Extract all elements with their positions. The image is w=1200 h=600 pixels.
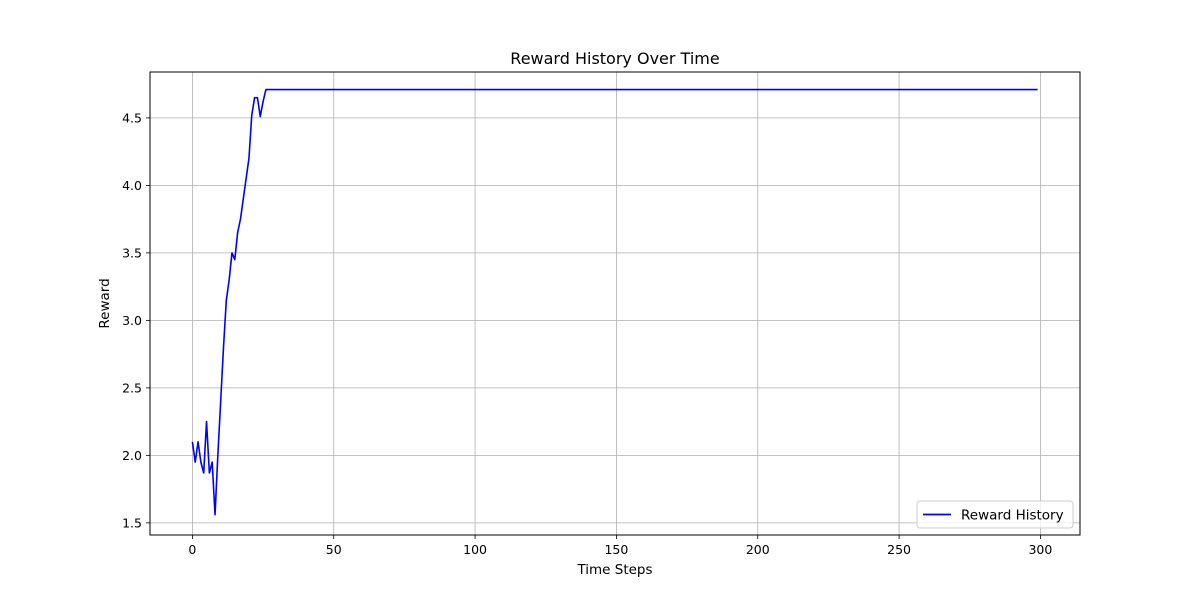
legend: Reward History: [916, 500, 1074, 529]
y-axis-label: Reward: [97, 278, 113, 328]
x-tick-label: 200: [746, 542, 770, 557]
y-tick-label: 4.0: [122, 178, 142, 193]
x-tick-label: 50: [326, 542, 342, 557]
x-tick-label: 100: [463, 542, 487, 557]
y-tick-label: 3.5: [122, 245, 142, 260]
y-tick-label: 4.5: [122, 110, 142, 125]
grid-layer: [150, 72, 1080, 535]
x-tick-label: 300: [1028, 542, 1052, 557]
y-tick-label: 2.5: [122, 380, 142, 395]
legend-label: Reward History: [961, 508, 1064, 524]
y-tick-label: 2.0: [122, 448, 142, 463]
plot-frame: [149, 71, 1081, 536]
x-tick-label: 250: [887, 542, 911, 557]
series-line-reward-history: [191, 88, 1038, 516]
x-tick-label: 150: [604, 542, 628, 557]
x-axis-label: Time Steps: [576, 562, 652, 578]
legend-box: [916, 500, 1074, 529]
chart-title: Reward History Over Time: [510, 49, 719, 68]
y-tick-label: 3.0: [122, 313, 142, 328]
y-tick-label: 1.5: [122, 515, 142, 530]
series-layer: [191, 88, 1038, 516]
x-tick-label: 0: [188, 542, 196, 557]
tick-layer: 0 50 100 150 200 250 300 1.5 2.0 2.5 3.0 3.5 4.0 4.5: [122, 110, 1052, 557]
